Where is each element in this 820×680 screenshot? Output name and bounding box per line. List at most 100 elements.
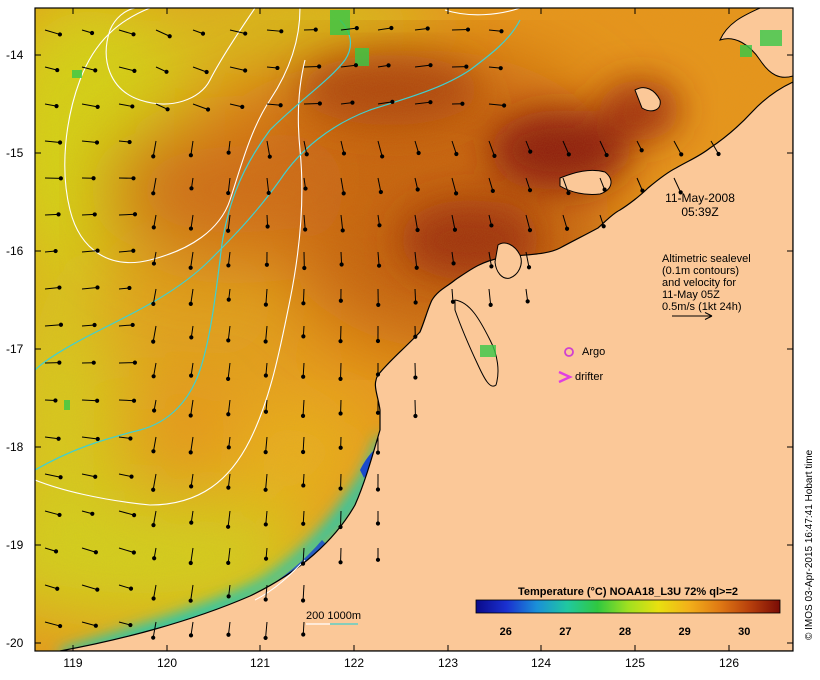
velocity-arrow bbox=[414, 64, 431, 68]
velocity-arrowhead bbox=[58, 475, 63, 480]
velocity-arrowhead bbox=[95, 104, 100, 109]
altimetry-legend: Altimetric sealevel (0.1m contours) and … bbox=[662, 253, 751, 320]
y-label: -19 bbox=[6, 538, 24, 552]
velocity-arrowhead bbox=[338, 486, 343, 491]
velocity-arrow bbox=[152, 177, 157, 194]
velocity-arrow bbox=[44, 584, 58, 590]
velocity-arrowhead bbox=[317, 101, 322, 106]
velocity-arrowhead bbox=[164, 69, 169, 74]
velocity-arrowhead bbox=[95, 248, 100, 253]
colorbar-tick-label: 29 bbox=[679, 626, 691, 638]
velocity-arrow bbox=[488, 288, 492, 305]
velocity-arrow bbox=[340, 140, 345, 154]
velocity-arrowhead bbox=[301, 301, 306, 306]
velocity-arrowhead bbox=[263, 522, 268, 527]
velocity-arrow bbox=[190, 251, 194, 268]
velocity-arrowhead bbox=[341, 191, 346, 196]
velocity-arrowhead bbox=[188, 301, 193, 306]
velocity-arrowhead bbox=[263, 487, 268, 492]
velocity-arrowhead bbox=[263, 373, 268, 378]
velocity-arrow bbox=[44, 473, 61, 478]
velocity-arrowhead bbox=[339, 262, 344, 267]
velocity-arrowhead bbox=[300, 449, 306, 455]
velocity-arrowhead bbox=[189, 186, 194, 191]
altimetry-line: 0.5m/s (1kt 24h) bbox=[662, 301, 741, 313]
velocity-arrowhead bbox=[390, 99, 395, 104]
velocity-arrowhead bbox=[341, 151, 347, 156]
velocity-arrow bbox=[488, 251, 492, 267]
velocity-arrowhead bbox=[188, 153, 193, 158]
velocity-arrowhead bbox=[226, 412, 231, 417]
velocity-arrowhead bbox=[354, 25, 359, 31]
velocity-arrowhead bbox=[127, 139, 132, 145]
velocity-arrow bbox=[303, 65, 320, 68]
velocity-arrowhead bbox=[188, 598, 193, 603]
velocity-arrowhead bbox=[526, 265, 532, 270]
velocity-arrowhead bbox=[204, 69, 209, 75]
velocity-arrowhead bbox=[91, 176, 96, 181]
velocity-arrow bbox=[488, 140, 495, 157]
velocity-arrowhead bbox=[340, 228, 345, 233]
velocity-arrowhead bbox=[188, 413, 193, 418]
velocity-arrow bbox=[377, 27, 392, 31]
velocity-arrow bbox=[599, 140, 608, 156]
velocity-arrow bbox=[227, 547, 231, 563]
velocity-arrowhead bbox=[53, 549, 59, 554]
velocity-arrow bbox=[81, 436, 98, 440]
x-axis: 119 120 121 122 123 124 125 126 bbox=[63, 8, 739, 670]
x-label: 119 bbox=[63, 656, 82, 670]
velocity-arrowhead bbox=[453, 191, 459, 196]
velocity-arrow bbox=[192, 66, 207, 73]
velocity-arrowhead bbox=[89, 30, 95, 36]
velocity-arrowhead bbox=[489, 264, 494, 269]
velocity-arrow bbox=[265, 621, 268, 638]
velocity-arrowhead bbox=[454, 151, 459, 157]
velocity-arrowhead bbox=[226, 297, 231, 302]
velocity-arrowhead bbox=[425, 26, 430, 31]
velocity-arrow bbox=[451, 140, 457, 155]
velocity-arrowhead bbox=[303, 186, 308, 191]
velocity-arrowhead bbox=[188, 560, 193, 566]
velocity-arrowhead bbox=[278, 103, 283, 108]
velocity-arrowhead bbox=[57, 285, 62, 290]
velocity-arrowhead bbox=[188, 450, 193, 455]
velocity-arrow bbox=[81, 584, 98, 591]
velocity-arrowhead bbox=[151, 261, 157, 266]
velocity-arrowhead bbox=[54, 104, 59, 109]
velocity-arrowhead bbox=[226, 376, 231, 381]
velocity-arrowhead bbox=[151, 635, 156, 640]
velocity-arrow bbox=[118, 510, 135, 516]
velocity-arrowhead bbox=[151, 374, 156, 379]
velocity-arrow bbox=[451, 177, 457, 194]
velocity-arrowhead bbox=[188, 226, 194, 231]
y-label: -15 bbox=[6, 146, 24, 160]
velocity-arrowhead bbox=[95, 285, 100, 290]
y-label: -20 bbox=[6, 636, 24, 650]
velocity-arrowhead bbox=[226, 485, 231, 490]
velocity-arrow bbox=[488, 103, 505, 106]
velocity-arrow bbox=[414, 251, 418, 268]
velocity-arrowhead bbox=[94, 140, 100, 145]
velocity-arrow bbox=[265, 473, 268, 490]
velocity-arrow bbox=[227, 621, 231, 635]
velocity-arrowhead bbox=[58, 322, 64, 327]
velocity-arrowhead bbox=[375, 557, 381, 562]
velocity-arrowhead bbox=[304, 152, 309, 157]
velocity-arrow bbox=[227, 362, 231, 379]
velocity-arrowhead bbox=[57, 360, 62, 365]
velocity-arrowhead bbox=[92, 212, 97, 217]
velocity-arrowhead bbox=[338, 524, 343, 530]
velocity-arrow bbox=[303, 102, 320, 105]
velocity-arrowhead bbox=[338, 339, 343, 344]
velocity-arrow bbox=[152, 325, 157, 342]
drifter-marker bbox=[558, 370, 573, 384]
colorbar-ramp bbox=[475, 599, 781, 614]
sst-field bbox=[35, 8, 793, 651]
velocity-arrowhead bbox=[266, 190, 271, 196]
velocity-arrowhead bbox=[338, 411, 343, 416]
velocity-arrow bbox=[81, 399, 98, 402]
velocity-arrow bbox=[44, 287, 60, 290]
velocity-arrowhead bbox=[152, 408, 157, 413]
altimetry-line: Altimetric sealevel bbox=[662, 253, 751, 265]
velocity-arrow bbox=[118, 213, 136, 216]
